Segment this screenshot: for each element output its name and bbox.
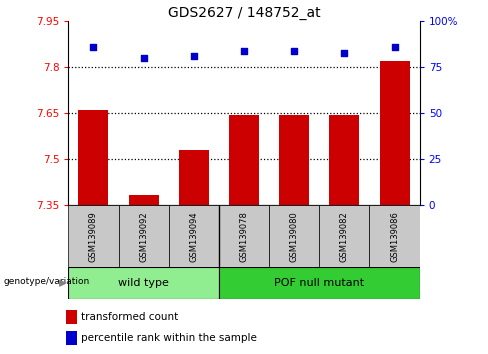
Bar bbox=[79, 110, 108, 205]
Text: GSM139078: GSM139078 bbox=[240, 211, 248, 262]
Bar bbox=[229, 115, 259, 205]
Text: GSM139092: GSM139092 bbox=[139, 211, 148, 262]
Text: GSM139080: GSM139080 bbox=[290, 211, 299, 262]
Bar bbox=[169, 205, 219, 267]
Text: transformed count: transformed count bbox=[81, 312, 178, 322]
Bar bbox=[68, 205, 119, 267]
Bar bbox=[380, 61, 409, 205]
Title: GDS2627 / 148752_at: GDS2627 / 148752_at bbox=[168, 6, 320, 20]
Text: percentile rank within the sample: percentile rank within the sample bbox=[81, 333, 257, 343]
Bar bbox=[119, 205, 169, 267]
Bar bbox=[269, 205, 319, 267]
Text: POF null mutant: POF null mutant bbox=[274, 278, 365, 288]
Bar bbox=[319, 205, 369, 267]
Point bbox=[240, 48, 248, 53]
Bar bbox=[68, 267, 219, 299]
Bar bbox=[219, 205, 269, 267]
Point bbox=[190, 53, 198, 59]
Bar bbox=[219, 267, 420, 299]
Text: GSM139086: GSM139086 bbox=[390, 211, 399, 262]
Bar bbox=[128, 195, 159, 205]
Point bbox=[290, 48, 298, 53]
Bar bbox=[66, 331, 77, 345]
Bar bbox=[369, 205, 420, 267]
Text: GSM139082: GSM139082 bbox=[340, 211, 349, 262]
Point bbox=[341, 50, 348, 55]
Point bbox=[391, 44, 399, 50]
Bar bbox=[66, 310, 77, 324]
Bar bbox=[279, 115, 309, 205]
Bar bbox=[179, 150, 209, 205]
Text: GSM139094: GSM139094 bbox=[189, 211, 198, 262]
Bar bbox=[329, 115, 360, 205]
Point bbox=[140, 55, 147, 61]
Text: GSM139089: GSM139089 bbox=[89, 211, 98, 262]
Text: genotype/variation: genotype/variation bbox=[3, 277, 90, 286]
Text: wild type: wild type bbox=[118, 278, 169, 288]
Point bbox=[89, 44, 97, 50]
